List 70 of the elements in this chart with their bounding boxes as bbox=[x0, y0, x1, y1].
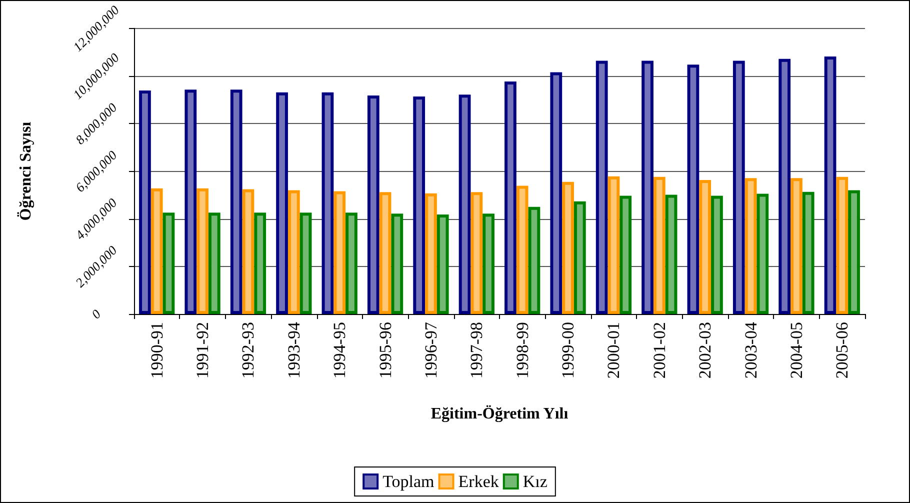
bar bbox=[504, 81, 516, 314]
bar bbox=[391, 214, 404, 314]
bar bbox=[620, 196, 632, 314]
x-tick-label: 2004-05 bbox=[786, 322, 806, 379]
bar bbox=[562, 182, 574, 314]
bar bbox=[436, 214, 449, 314]
bar bbox=[596, 60, 608, 314]
bar bbox=[208, 212, 220, 314]
bar bbox=[699, 180, 712, 314]
y-tick-label: 0 bbox=[88, 306, 104, 322]
bar bbox=[230, 90, 242, 314]
bar bbox=[425, 193, 437, 314]
x-tick-label: 2000-01 bbox=[604, 322, 624, 379]
bar bbox=[184, 90, 197, 314]
y-axis-title: Öğrenci Sayısı bbox=[16, 121, 34, 221]
bar bbox=[778, 58, 791, 314]
x-tick-label: 2003-04 bbox=[741, 322, 760, 379]
bar bbox=[334, 191, 346, 314]
bar bbox=[744, 178, 757, 314]
bar bbox=[665, 194, 678, 314]
bar bbox=[550, 72, 562, 314]
x-tick-label: 1997-98 bbox=[467, 322, 486, 379]
bar bbox=[254, 212, 266, 314]
bar bbox=[322, 92, 334, 314]
bar bbox=[642, 60, 654, 314]
bar bbox=[379, 192, 392, 314]
legend-label: Toplam bbox=[382, 472, 434, 491]
bar bbox=[836, 176, 848, 314]
bar bbox=[790, 178, 802, 314]
bar bbox=[413, 96, 426, 314]
x-axis-title: Eğitim-Öğretim Yılı bbox=[430, 404, 569, 422]
x-tick-label: 1991-92 bbox=[193, 322, 212, 379]
x-tick-label: 1999-00 bbox=[558, 322, 578, 379]
bar bbox=[139, 90, 151, 314]
bar bbox=[528, 206, 540, 314]
bar bbox=[196, 188, 208, 314]
x-tick-label: 2001-02 bbox=[650, 322, 669, 379]
x-tick-label: 1992-93 bbox=[238, 322, 258, 379]
bar bbox=[346, 212, 358, 314]
x-tick-label: 1994-95 bbox=[330, 322, 350, 379]
bar bbox=[802, 192, 814, 314]
bar bbox=[458, 94, 471, 314]
bar bbox=[367, 96, 380, 314]
x-tick-label: 2002-03 bbox=[696, 322, 715, 379]
bar bbox=[288, 190, 300, 314]
bar bbox=[276, 92, 288, 314]
bar bbox=[162, 212, 175, 314]
bar bbox=[242, 189, 254, 314]
bar bbox=[482, 214, 494, 314]
legend-label: Kız bbox=[522, 472, 548, 491]
bar bbox=[711, 196, 723, 314]
legend-label: Erkek bbox=[458, 472, 500, 491]
x-tick-label: 2005-06 bbox=[832, 322, 852, 379]
x-tick-label: 1996-97 bbox=[421, 322, 440, 379]
x-tick-label: 1990-91 bbox=[147, 322, 166, 379]
bar bbox=[687, 64, 700, 314]
bar bbox=[848, 190, 860, 314]
bar bbox=[470, 192, 483, 314]
bar bbox=[756, 194, 769, 314]
bar bbox=[824, 56, 836, 314]
bar bbox=[732, 60, 745, 314]
bar bbox=[653, 176, 666, 314]
bar bbox=[300, 212, 312, 314]
x-tick-label: 1993-94 bbox=[284, 322, 304, 379]
x-tick-label: 1998-99 bbox=[512, 322, 532, 379]
bar bbox=[516, 186, 528, 314]
bar bbox=[608, 176, 620, 314]
bar bbox=[574, 201, 586, 314]
x-tick-label: 1995-96 bbox=[376, 322, 395, 379]
bar bbox=[150, 188, 163, 314]
